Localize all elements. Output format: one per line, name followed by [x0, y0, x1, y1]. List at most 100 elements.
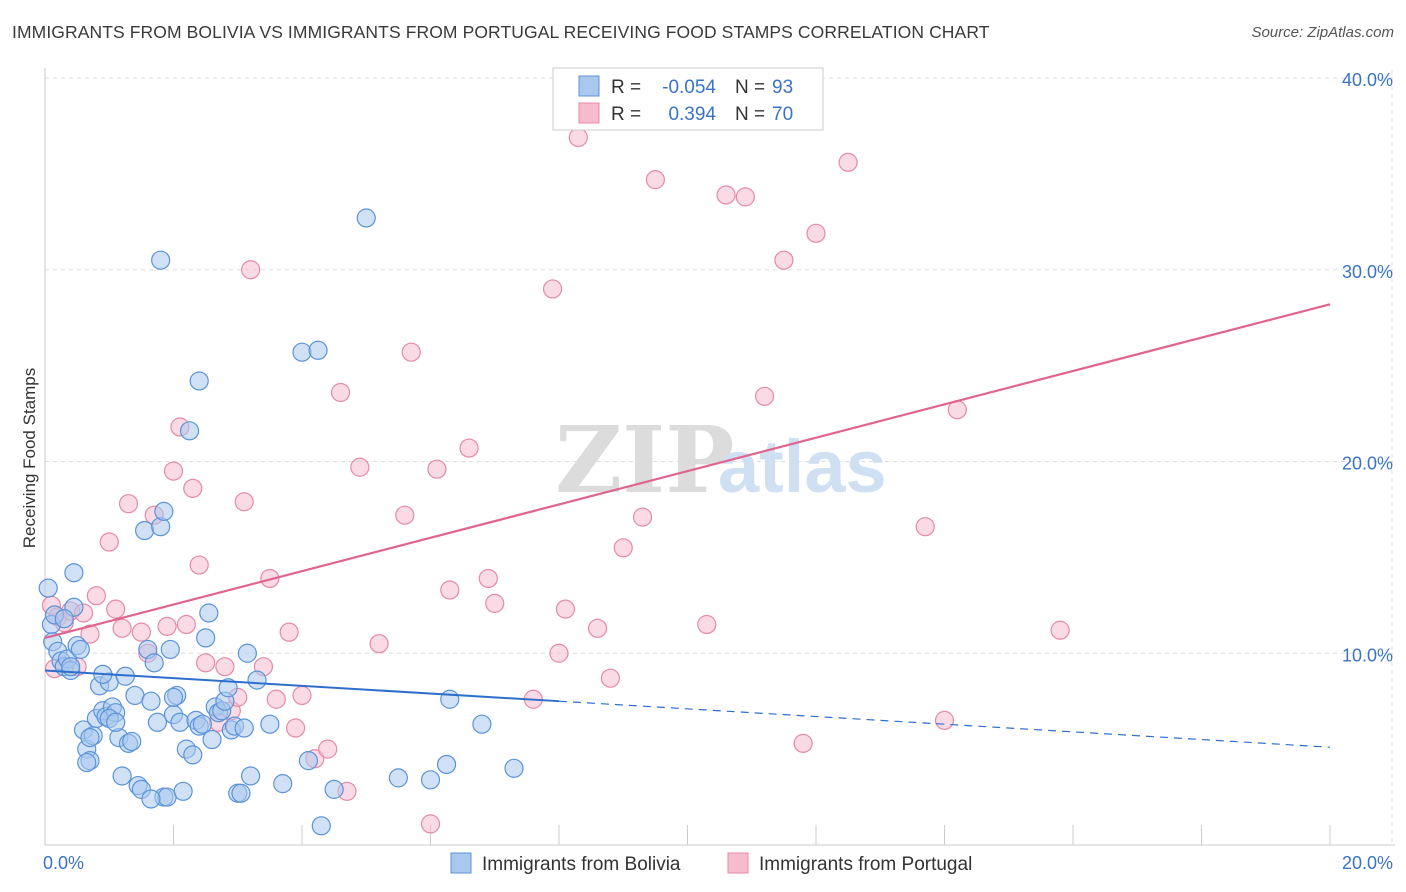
x-tick-label-max: 20.0% [1342, 853, 1393, 873]
y-tick-label-0: 10.0% [1342, 645, 1393, 665]
legend-r-label-2: R = [611, 104, 641, 125]
series-legend: Immigrants from Bolivia Immigrants from … [450, 852, 972, 875]
bolivia-point-67 [247, 670, 267, 690]
bolivia-point-65 [237, 643, 257, 663]
bolivia-point-33 [134, 520, 155, 541]
portugal-point-47 [478, 568, 498, 589]
bolivia-point-74 [324, 779, 344, 799]
portugal-point-43 [420, 814, 441, 834]
y-axis-title: Receiving Food Stamps [20, 368, 39, 548]
bolivia-point-77 [420, 770, 441, 790]
portugal-point-48 [485, 593, 505, 613]
y-tick-label-2: 30.0% [1342, 262, 1393, 282]
bolivia-point-59 [218, 678, 238, 698]
legend-n-value-1: 93 [772, 77, 793, 98]
portugal-point-46 [459, 438, 479, 458]
legend-n-value-2: 70 [772, 104, 793, 125]
portugal-point-13 [131, 622, 151, 642]
bolivia-point-75 [356, 208, 376, 228]
portugal-point-8 [86, 586, 107, 606]
y-tick-labels: 10.0% 20.0% 30.0% 40.0% [1342, 70, 1393, 665]
trend-lines [44, 303, 1331, 748]
portugal-point-51 [549, 643, 569, 663]
portugal-point-55 [600, 668, 621, 688]
bolivia-point-83 [189, 371, 209, 391]
portugal-point-64 [793, 733, 813, 753]
bolivia-points [38, 208, 524, 836]
legend-r-label-1: R = [611, 77, 641, 98]
bolivia-point-13 [64, 563, 84, 583]
portugal-point-21 [189, 555, 209, 575]
bolivia-point-71 [298, 751, 319, 771]
bolivia-point-42 [160, 639, 180, 660]
portugal-point-39 [350, 457, 370, 477]
bottom-legend-swatch-bolivia [450, 852, 472, 874]
bolivia-point-66 [241, 766, 261, 786]
portugal-point-63 [774, 250, 794, 270]
bolivia-point-87 [80, 728, 100, 748]
bolivia-point-92 [192, 714, 213, 734]
bolivia-point-70 [292, 342, 312, 362]
bolivia-point-91 [163, 687, 184, 707]
portugal-point-60 [716, 185, 736, 205]
bolivia-point-78 [436, 754, 457, 775]
portugal-point-68 [934, 710, 955, 730]
portugal-point-19 [176, 614, 196, 635]
portugal-point-52 [555, 599, 576, 619]
legend-n-label-1: N = [735, 77, 765, 98]
portugal-point-66 [838, 152, 858, 172]
portugal-point-67 [915, 517, 935, 537]
portugal-point-61 [735, 187, 755, 207]
portugal-point-9 [99, 532, 119, 552]
bolivia-point-0 [38, 578, 58, 598]
portugal-point-24 [215, 657, 235, 677]
svg-text:atlas: atlas [718, 425, 887, 508]
bolivia-point-48 [179, 421, 200, 441]
bolivia-point-90 [141, 789, 161, 809]
chart-source: Source: ZipAtlas.com [1251, 24, 1394, 41]
bolivia-point-12 [54, 609, 74, 629]
portugal-point-27 [234, 492, 254, 512]
portugal-point-12 [118, 494, 139, 514]
bolivia-point-45 [170, 712, 190, 732]
bolivia-point-81 [504, 758, 524, 778]
portugal-point-20 [183, 478, 203, 498]
portugal-point-28 [241, 260, 261, 280]
portugal-trend-line [44, 303, 1331, 639]
bolivia-point-26 [112, 766, 132, 786]
legend-r-value-1: -0.054 [662, 77, 716, 98]
bolivia-point-79 [440, 689, 460, 709]
y-tick-label-1: 20.0% [1342, 454, 1393, 474]
portugal-point-31 [266, 689, 286, 709]
bolivia-point-64 [234, 718, 254, 738]
legend-n-label-2: N = [735, 104, 765, 125]
portugal-point-7 [80, 624, 100, 644]
portugal-point-53 [568, 127, 588, 148]
bolivia-point-76 [388, 768, 408, 788]
bolivia-point-29 [122, 731, 142, 752]
bolivia-point-54 [202, 729, 222, 750]
bolivia-point-11 [70, 639, 90, 660]
portugal-point-40 [369, 634, 389, 654]
portugal-point-44 [427, 459, 447, 479]
bolivia-point-36 [144, 653, 164, 673]
portugal-point-59 [697, 614, 717, 635]
zipatlas-watermark: ZIP atlas [555, 406, 887, 514]
bolivia-point-53 [199, 603, 219, 623]
portugal-point-50 [542, 279, 563, 299]
bolivia-point-80 [472, 714, 492, 734]
portugal-point-62 [754, 386, 775, 406]
bolivia-point-30 [125, 685, 145, 706]
bolivia-trend-extension [558, 700, 1331, 748]
portugal-point-34 [292, 685, 312, 706]
bolivia-point-63 [231, 783, 251, 803]
portugal-point-45 [440, 580, 460, 600]
chart-title: IMMIGRANTS FROM BOLIVIA VS IMMIGRANTS FR… [12, 22, 990, 42]
portugal-point-17 [163, 461, 184, 481]
portugal-point-10 [106, 599, 126, 619]
portugal-point-37 [330, 382, 351, 403]
bolivia-point-69 [273, 774, 293, 794]
x-tick-labels: 0.0% 20.0% [43, 853, 1393, 873]
portugal-point-56 [613, 538, 633, 558]
portugal-point-11 [112, 618, 132, 638]
